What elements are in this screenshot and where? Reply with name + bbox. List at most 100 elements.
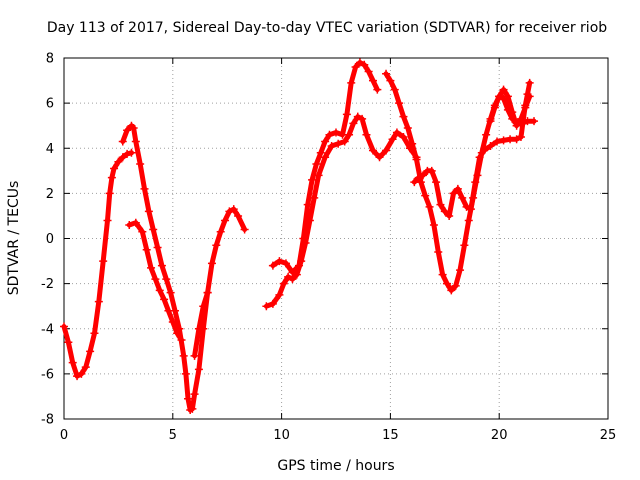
data-point-marker [279,279,288,288]
data-point-marker [353,112,362,121]
data-point-marker [275,290,284,299]
y-tick-label: 6 [46,97,54,112]
y-tick-label: -2 [41,277,54,292]
data-point-marker [364,67,373,76]
data-point-marker [408,139,417,148]
data-point-marker [147,263,156,272]
data-point-marker [153,243,162,252]
y-tick-label: -8 [41,413,54,428]
y-tick-label: -4 [41,322,54,337]
data-point-marker [499,136,508,145]
data-point-marker [295,261,304,270]
data-point-marker [355,58,364,67]
data-point-marker [64,338,73,347]
data-point-marker [203,288,212,297]
data-point-marker [284,272,293,281]
data-point-marker [368,146,377,155]
data-point-marker [399,132,408,141]
data-point-marker [275,257,284,266]
series-line [263,114,419,309]
data-point-marker [131,137,140,146]
data-point-marker [125,220,134,229]
data-point-marker [268,261,277,270]
data-point-marker [105,189,114,198]
data-point-marker [321,153,330,162]
data-point-marker [440,207,449,216]
data-point-marker [138,227,147,236]
data-point-marker [288,268,297,277]
x-tick-label: 15 [382,428,399,443]
data-point-marker [216,227,225,236]
data-point-marker [292,270,301,279]
data-point-marker [229,205,238,214]
data-point-marker [419,171,428,180]
data-series [60,58,539,414]
data-point-marker [107,173,116,182]
data-point-marker [60,322,68,331]
data-point-marker [288,275,297,284]
data-point-marker [299,234,308,243]
data-point-marker [160,295,169,304]
data-point-marker [388,135,397,144]
series-pass-5 [262,112,421,311]
data-point-marker [471,178,480,187]
data-point-marker [188,404,197,413]
y-tick-label: -6 [41,367,54,382]
data-point-marker [262,302,271,311]
series-pass-1 [60,148,136,381]
data-point-marker [495,92,504,101]
grid-layer [64,58,608,419]
data-point-marker [410,178,419,187]
data-point-marker [325,130,334,139]
series-pass-8 [410,78,534,220]
series-pass-3 [125,218,186,345]
data-point-marker [316,148,325,157]
chart-title: Day 113 of 2017, Sidereal Day-to-day VTE… [47,20,607,36]
data-point-marker [225,207,234,216]
data-point-marker [142,245,151,254]
series-line [270,60,380,275]
data-point-marker [68,358,77,367]
series-line [383,71,537,293]
data-point-marker [421,191,430,200]
data-point-marker [127,148,136,157]
data-point-marker [303,200,312,209]
data-point-marker [149,225,158,234]
data-point-marker [173,329,182,338]
data-point-marker [340,137,349,146]
series-pass-2 [118,121,249,414]
data-point-marker [390,85,399,94]
data-point-marker [525,92,534,101]
data-point-marker [94,297,103,306]
series-pass-4 [190,288,212,360]
x-tick-label: 25 [600,428,617,443]
data-point-marker [436,200,445,209]
data-point-marker [429,220,438,229]
data-point-marker [164,306,173,315]
data-point-marker [155,286,164,295]
data-point-marker [131,218,140,227]
series-pass-9 [486,85,534,130]
data-point-marker [199,302,208,311]
data-point-marker [310,193,319,202]
data-point-marker [486,117,495,126]
data-point-marker [466,205,475,214]
y-axis-label: SDTVAR / TECUs [6,181,22,296]
data-point-marker [362,130,371,139]
data-point-marker [427,166,436,175]
data-point-marker [458,193,467,202]
data-point-marker [194,365,203,374]
data-point-marker [464,216,473,225]
data-point-marker [99,257,108,266]
data-point-marker [118,153,127,162]
data-point-marker [521,103,530,112]
data-point-marker [451,281,460,290]
x-tick-label: 5 [169,428,177,443]
data-point-marker [442,279,451,288]
data-point-marker [475,153,484,162]
data-point-marker [399,112,408,121]
data-point-marker [516,114,525,123]
data-point-marker [382,146,391,155]
data-point-marker [327,141,336,150]
data-point-marker [136,160,145,169]
